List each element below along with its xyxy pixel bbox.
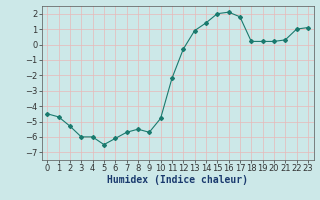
X-axis label: Humidex (Indice chaleur): Humidex (Indice chaleur) — [107, 175, 248, 185]
